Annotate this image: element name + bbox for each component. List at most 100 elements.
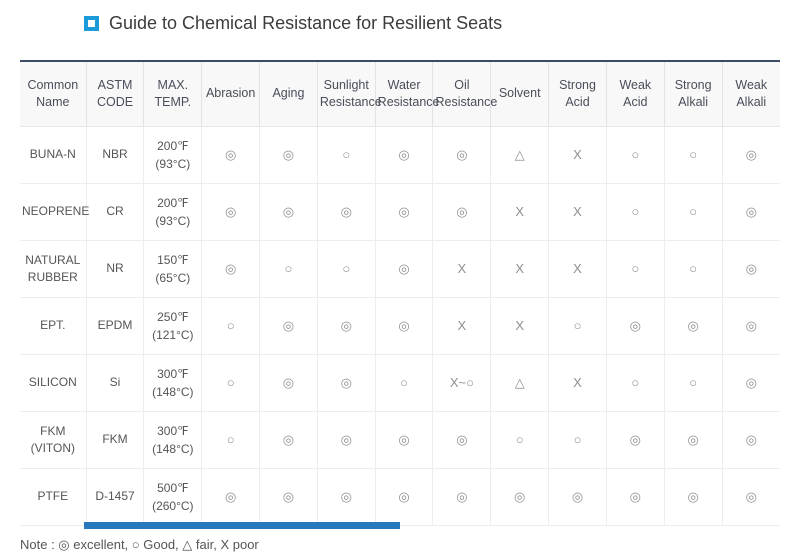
column-header-weak-alkali: Weak Alkali	[722, 60, 780, 127]
rating-cell-strong-alkali: ○	[664, 354, 723, 412]
column-header-oil-resistance: Oil Resistance	[432, 60, 497, 127]
table-row-ept: EPT. EPDM 250℉ (121°C) ○ ◎ ◎ ◎ X X ○ ◎ ◎ ◎	[20, 297, 780, 355]
max-temp-cell: 150℉ (65°C)	[143, 240, 203, 298]
rating-cell-oil-resistance: X~○	[432, 354, 492, 412]
chemical-resistance-table-wrap: Common Name ASTM CODE MAX. TEMP. Abrasion Ag…	[20, 59, 780, 526]
rating-cell-weak-alkali: ◎	[722, 411, 780, 469]
max-temp-fahrenheit: 150℉	[157, 252, 189, 267]
common-name-cell: FKM (VITON)	[20, 411, 87, 469]
table-row-silicon: SILICON Si 300℉ (148°C) ○ ◎ ◎ ○ X~○ △ X ○ ○ ◎	[20, 354, 780, 412]
rating-cell-oil-resistance: ◎	[432, 411, 492, 469]
legend-note: Note : ◎ excellent, ○ Good, △ fair, X po…	[20, 536, 259, 552]
rating-cell-abrasion: ◎	[201, 240, 261, 298]
table-row-buna-n: BUNA-N NBR 200℉ (93°C) ◎ ◎ ○ ◎ ◎ △ X ○ ○ ◎	[20, 126, 780, 184]
max-temp-celsius: (93°C)	[155, 213, 191, 228]
rating-cell-solvent: X	[490, 297, 550, 355]
page-title: Guide to Chemical Resistance for Resilie…	[109, 13, 503, 33]
rating-cell-strong-alkali: ○	[664, 126, 723, 184]
rating-cell-weak-alkali: ◎	[722, 297, 780, 355]
astm-code-cell: D-1457	[86, 468, 145, 526]
column-header-max-temp: MAX. TEMP.	[143, 60, 203, 127]
max-temp-cell: 200℉ (93°C)	[143, 126, 203, 184]
rating-cell-weak-alkali: ◎	[722, 183, 780, 241]
table-body: BUNA-N NBR 200℉ (93°C) ◎ ◎ ○ ◎ ◎ △ X ○ ○ ◎ NEOPRENE CR 2…	[20, 126, 780, 526]
rating-cell-aging: ◎	[259, 468, 318, 526]
rating-cell-strong-acid: ○	[548, 297, 607, 355]
rating-cell-strong-alkali: ◎	[664, 411, 723, 469]
max-temp-cell: 200℉ (93°C)	[143, 183, 203, 241]
rating-cell-oil-resistance: X	[432, 297, 492, 355]
common-name-cell: EPT.	[20, 297, 87, 355]
rating-cell-solvent: △	[490, 126, 550, 184]
rating-cell-water-resistance: ○	[375, 354, 434, 412]
max-temp-cell: 300℉ (148°C)	[143, 354, 203, 412]
rating-cell-strong-acid: ○	[548, 411, 607, 469]
rating-cell-water-resistance: ◎	[375, 411, 434, 469]
astm-code-cell: EPDM	[86, 297, 145, 355]
rating-cell-strong-alkali: ◎	[664, 297, 723, 355]
max-temp-celsius: (121°C)	[152, 327, 194, 342]
rating-cell-strong-acid: X	[548, 183, 607, 241]
rating-cell-sunlight-resistance: ◎	[317, 297, 376, 355]
chemical-resistance-table: Common Name ASTM CODE MAX. TEMP. Abrasion Ag…	[20, 59, 780, 526]
section-square-icon	[84, 16, 99, 32]
rating-cell-aging: ◎	[259, 411, 318, 469]
rating-cell-weak-acid: ○	[606, 183, 665, 241]
rating-cell-strong-alkali: ◎	[664, 468, 723, 526]
rating-cell-oil-resistance: X	[432, 240, 492, 298]
rating-cell-weak-acid: ○	[606, 354, 665, 412]
astm-code-cell: NR	[86, 240, 145, 298]
rating-cell-strong-acid: X	[548, 240, 607, 298]
rating-cell-strong-alkali: ○	[664, 183, 723, 241]
rating-cell-water-resistance: ◎	[375, 126, 434, 184]
rating-cell-water-resistance: ◎	[375, 183, 434, 241]
rating-cell-oil-resistance: ◎	[432, 126, 492, 184]
max-temp-cell: 250℉ (121°C)	[143, 297, 203, 355]
rating-cell-abrasion: ○	[201, 297, 261, 355]
rating-cell-solvent: X	[490, 240, 550, 298]
rating-cell-sunlight-resistance: ◎	[317, 411, 376, 469]
common-name-cell: NEOPRENE	[20, 183, 89, 241]
max-temp-celsius: (260°C)	[152, 498, 194, 513]
column-header-astm-code: ASTM CODE	[86, 60, 145, 127]
max-temp-celsius: (93°C)	[155, 156, 191, 171]
common-name-cell: NATURAL RUBBER	[20, 240, 87, 298]
bottom-blue-bar	[84, 522, 400, 529]
rating-cell-abrasion: ◎	[201, 183, 261, 241]
table-row-fkm-viton: FKM (VITON) FKM 300℉ (148°C) ○ ◎ ◎ ◎ ◎ ○ ○ ◎ ◎ ◎	[20, 411, 780, 469]
max-temp-fahrenheit: 200℉	[157, 195, 189, 210]
max-temp-cell: 300℉ (148°C)	[143, 411, 203, 469]
rating-cell-abrasion: ○	[201, 411, 261, 469]
rating-cell-weak-alkali: ◎	[722, 354, 780, 412]
rating-cell-weak-acid: ◎	[606, 468, 665, 526]
table-header: Common Name ASTM CODE MAX. TEMP. Abrasion Ag…	[20, 60, 780, 127]
rating-cell-sunlight-resistance: ◎	[317, 468, 376, 526]
rating-cell-aging: ◎	[259, 297, 318, 355]
page-title-row: Guide to Chemical Resistance for Resilie…	[0, 0, 800, 35]
table-header-row: Common Name ASTM CODE MAX. TEMP. Abrasion Ag…	[20, 60, 780, 127]
rating-cell-solvent: ○	[490, 411, 550, 469]
common-name-cell: BUNA-N	[20, 126, 87, 184]
table-row-ptfe: PTFE D-1457 500℉ (260°C) ◎ ◎ ◎ ◎ ◎ ◎ ◎ ◎ ◎ ◎	[20, 468, 780, 526]
table-row-natural-rubber: NATURAL RUBBER NR 150℉ (65°C) ◎ ○ ○ ◎ X X X ○ ○ ◎	[20, 240, 780, 298]
rating-cell-weak-acid: ○	[606, 240, 665, 298]
rating-cell-water-resistance: ◎	[375, 468, 434, 526]
rating-cell-abrasion: ○	[201, 354, 261, 412]
rating-cell-aging: ◎	[259, 126, 318, 184]
column-header-solvent: Solvent	[490, 60, 550, 127]
table-row-neoprene: NEOPRENE CR 200℉ (93°C) ◎ ◎ ◎ ◎ ◎ X X ○ ○ ◎	[20, 183, 780, 241]
astm-code-cell: FKM	[86, 411, 145, 469]
rating-cell-strong-alkali: ○	[664, 240, 723, 298]
rating-cell-water-resistance: ◎	[375, 297, 434, 355]
column-header-sunlight-resistance: Sunlight Resistance	[317, 60, 382, 127]
max-temp-fahrenheit: 250℉	[157, 309, 189, 324]
rating-cell-sunlight-resistance: ○	[317, 126, 376, 184]
rating-cell-weak-acid: ◎	[606, 411, 665, 469]
rating-cell-sunlight-resistance: ○	[317, 240, 376, 298]
rating-cell-strong-acid: X	[548, 126, 607, 184]
max-temp-celsius: (148°C)	[152, 441, 194, 456]
column-header-aging: Aging	[259, 60, 318, 127]
column-header-strong-acid: Strong Acid	[548, 60, 607, 127]
astm-code-cell: CR	[86, 183, 145, 241]
rating-cell-weak-acid: ◎	[606, 297, 665, 355]
